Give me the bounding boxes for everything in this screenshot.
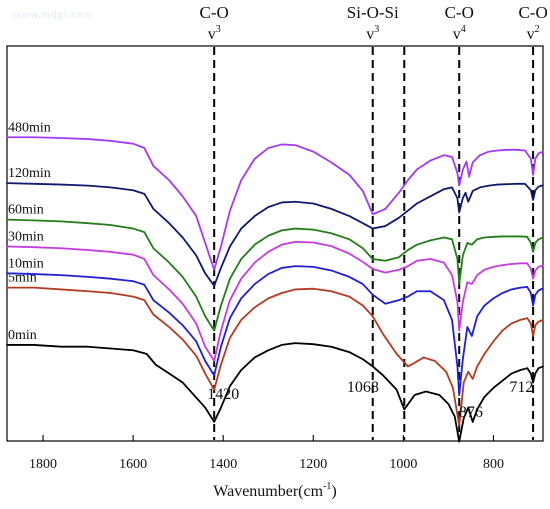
series-line (6, 182, 544, 287)
x-tick-label: 1000 (389, 457, 417, 472)
series-label: 480min (8, 120, 51, 135)
top-label: C-O (518, 3, 547, 22)
series-line (6, 342, 544, 443)
mode-label: v3 (366, 24, 379, 43)
mode-label: v2 (527, 24, 540, 43)
faint-logo: www.mdpi.com (13, 10, 93, 21)
series-label: 30min (8, 229, 44, 244)
top-label: C-O (445, 3, 474, 22)
x-tick-label: 800 (483, 457, 504, 472)
mode-label: v3 (208, 24, 221, 43)
x-tick-label: 1600 (119, 457, 147, 472)
series-line (6, 218, 544, 332)
plot-frame (6, 45, 544, 442)
top-label: C-O (200, 3, 229, 22)
series-label: 60min (8, 203, 44, 218)
series-label: 120min (8, 166, 51, 181)
mode-label: v4 (453, 24, 466, 43)
peak-label: 1068 (347, 379, 379, 396)
top-label: Si-O-Si (347, 3, 399, 22)
series-line (6, 240, 544, 362)
series-label: 10min (8, 256, 44, 271)
series-line (6, 286, 544, 427)
x-axis-label: Wavenumber(cm-1) (213, 481, 336, 500)
peak-label: 712 (509, 379, 533, 396)
series-line (6, 136, 544, 271)
peak-label: 1420 (207, 386, 239, 403)
x-tick-label: 1400 (209, 457, 237, 472)
x-tick-label: 1800 (29, 457, 57, 472)
series-line (6, 265, 544, 396)
x-tick-label: 1200 (299, 457, 327, 472)
series-label: 0min (8, 328, 37, 343)
peak-label: 876 (459, 404, 483, 421)
